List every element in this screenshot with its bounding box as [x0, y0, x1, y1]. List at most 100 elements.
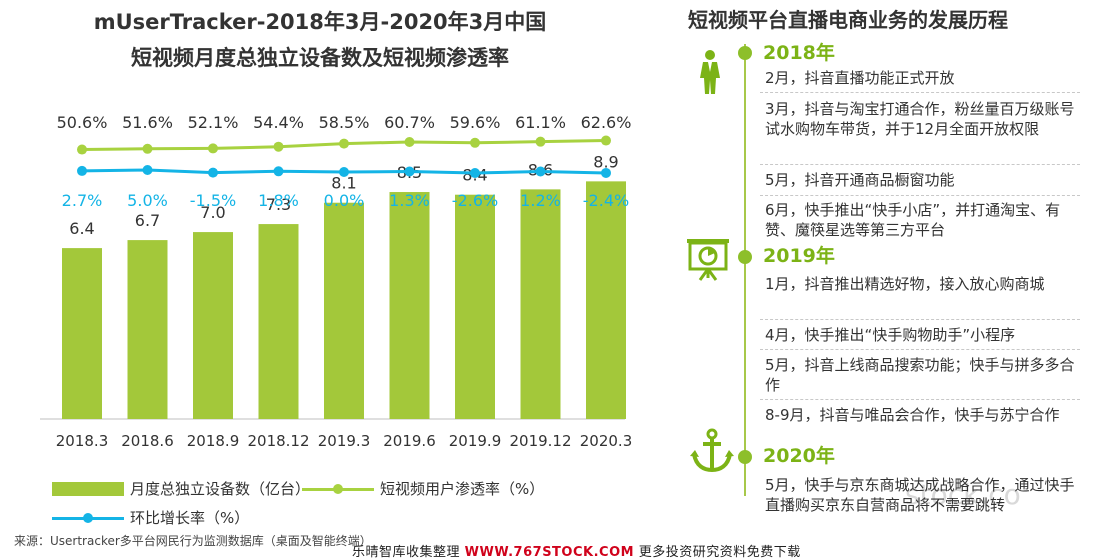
- event-separator: [760, 319, 1080, 320]
- event-separator: [760, 92, 1080, 93]
- growth-rate-point: [339, 167, 349, 177]
- legend-penetration-swatch: [302, 482, 374, 496]
- chart-title-line1: mUserTracker-2018年3月-2020年3月中国: [93, 10, 547, 34]
- growth-rate-label: 2.7%: [62, 191, 103, 210]
- legend-penetration: 短视频用户渗透率（%）: [302, 478, 544, 499]
- growth-rate-point: [404, 166, 415, 177]
- chart-title: mUserTracker-2018年3月-2020年3月中国 短视频月度总独立设…: [40, 4, 600, 76]
- x-tick-label: 2019.9: [449, 432, 502, 450]
- event-2020-1: 5月，快手与京东商城达成战略合作，通过快手直播购买京东自营商品将不需要跳转: [765, 476, 1075, 514]
- chart-title-line2: 短视频月度总独立设备数及短视频渗透率: [131, 46, 509, 70]
- bar-2020.3: [586, 181, 626, 419]
- footer-site-link[interactable]: WWW.767STOCK.COM: [464, 545, 635, 560]
- x-tick-label: 2018.3: [56, 432, 109, 450]
- penetration-point: [339, 138, 349, 149]
- legend-growth-swatch: [52, 511, 124, 525]
- timeline-title: 短视频平台直播电商业务的发展历程: [688, 8, 1008, 32]
- event-2019-1: 1月，抖音推出精选好物，接入放心购商城: [765, 275, 1045, 293]
- bar-2019.6: [389, 192, 430, 419]
- anchor-icon: [690, 428, 734, 473]
- penetration-point: [404, 136, 415, 147]
- event-2019-3: 5月，抖音上线商品搜索功能；快手与拼多多合作: [765, 356, 1075, 394]
- bar-label: 7.3: [266, 195, 291, 214]
- growth-rate-point: [208, 167, 218, 178]
- bar-2018.12: [258, 224, 299, 419]
- x-tick-label: 2019.12: [509, 432, 571, 450]
- legend-bar-swatch: [52, 481, 124, 496]
- growth-rate-point: [470, 168, 480, 179]
- bar-label: 6.7: [135, 211, 160, 230]
- growth-rate-point: [77, 165, 87, 176]
- x-tick-label: 2020.3: [580, 432, 633, 450]
- event-2018-2: 3月，抖音与淘宝打通合作，粉丝量百万级账号试水购物车带货，并于12月全面开放权限: [765, 100, 1075, 138]
- bar-2018.9: [193, 232, 233, 419]
- penetration-label: 62.6%: [581, 113, 632, 132]
- event-separator: [760, 399, 1080, 400]
- growth-rate-point: [601, 167, 611, 178]
- x-tick-label: 2018.12: [247, 432, 309, 450]
- bar-label: 8.1: [331, 174, 356, 193]
- footer-tail: 更多投资研究资料免费下载: [638, 545, 801, 560]
- penetration-point: [470, 137, 480, 148]
- presentation-chart-icon: [687, 239, 729, 281]
- growth-rate-label: 1.8%: [258, 191, 299, 210]
- bar-label: 8.9: [593, 152, 618, 171]
- bar-2019.12: [520, 189, 561, 419]
- growth-rate-label: -2.6%: [452, 191, 498, 210]
- event-separator: [760, 195, 1080, 196]
- event-separator: [760, 349, 1080, 350]
- x-tick-label: 2019.3: [318, 432, 371, 450]
- x-tick-label: 2018.9: [187, 432, 240, 450]
- timeline-node-2018: [738, 46, 752, 60]
- growth-rate-point: [142, 165, 153, 175]
- year-2019: 2019年: [763, 245, 835, 267]
- event-2018-1: 2月，抖音直播功能正式开放: [765, 69, 955, 87]
- event-2018-3: 5月，抖音开通商品橱窗功能: [765, 171, 955, 189]
- timeline-node-2019: [738, 250, 752, 264]
- source-note: 来源：Usertracker多平台网民行为监测数据库（桌面及智能终端）: [14, 534, 372, 548]
- legend-penetration-label: 短视频用户渗透率（%）: [380, 480, 545, 498]
- penetration-point: [273, 141, 284, 152]
- penetration-label: 58.5%: [319, 113, 370, 132]
- footer-note: 乐晴智库收集整理 WWW.767STOCK.COM 更多投资研究资料免费下载: [352, 541, 801, 560]
- watermark-text: stock.co: [905, 478, 1021, 511]
- penetration-label: 52.1%: [188, 113, 239, 132]
- bar-label: 7.0: [200, 203, 225, 222]
- growth-rate-label: -2.4%: [583, 191, 629, 210]
- event-2019-4: 8-9月，抖音与唯品会合作，快手与苏宁合作: [765, 406, 1060, 424]
- person-icon: [700, 50, 720, 94]
- penetration-point: [208, 143, 218, 154]
- legend-bar: 月度总独立设备数（亿台）: [52, 478, 310, 499]
- bar-2018.6: [127, 240, 168, 419]
- penetration-label: 60.7%: [384, 113, 435, 132]
- penetration-label: 61.1%: [515, 113, 566, 132]
- timeline-axis: [744, 44, 746, 496]
- penetration-label: 51.6%: [122, 113, 173, 132]
- legend-growth: 环比增长率（%）: [52, 507, 249, 528]
- growth-rate-point: [273, 166, 284, 177]
- penetration-label: 50.6%: [57, 113, 108, 132]
- year-2020: 2020年: [763, 445, 835, 467]
- penetration-point: [601, 135, 611, 146]
- x-tick-label: 2018.6: [121, 432, 174, 450]
- x-tick-label: 2019.6: [383, 432, 436, 450]
- bar-2018.3: [62, 248, 102, 419]
- growth-rate-label: -1.5%: [190, 191, 236, 210]
- footer-text: 乐晴智库收集整理: [352, 545, 461, 560]
- growth-rate-point: [535, 166, 546, 177]
- chart-plot: 6.46.77.07.38.18.58.48.68.92018.32018.62…: [40, 113, 633, 450]
- legend-growth-label: 环比增长率（%）: [130, 509, 250, 527]
- growth-rate-label: 5.0%: [127, 191, 168, 210]
- event-separator: [760, 164, 1080, 165]
- penetration-point: [77, 144, 87, 155]
- growth-rate-label: 0.0%: [324, 191, 365, 210]
- penetration-label: 59.6%: [450, 113, 501, 132]
- timeline-node-2020: [738, 450, 752, 464]
- bar-2019.9: [455, 194, 495, 419]
- growth-rate-label: 1.2%: [520, 191, 561, 210]
- bar-2019.3: [324, 202, 364, 419]
- penetration-label: 54.4%: [253, 113, 304, 132]
- legend-bar-label: 月度总独立设备数（亿台）: [130, 480, 311, 498]
- growth-rate-label: 1.3%: [389, 191, 430, 210]
- event-2019-2: 4月，快手推出“快手购物助手”小程序: [765, 326, 1016, 344]
